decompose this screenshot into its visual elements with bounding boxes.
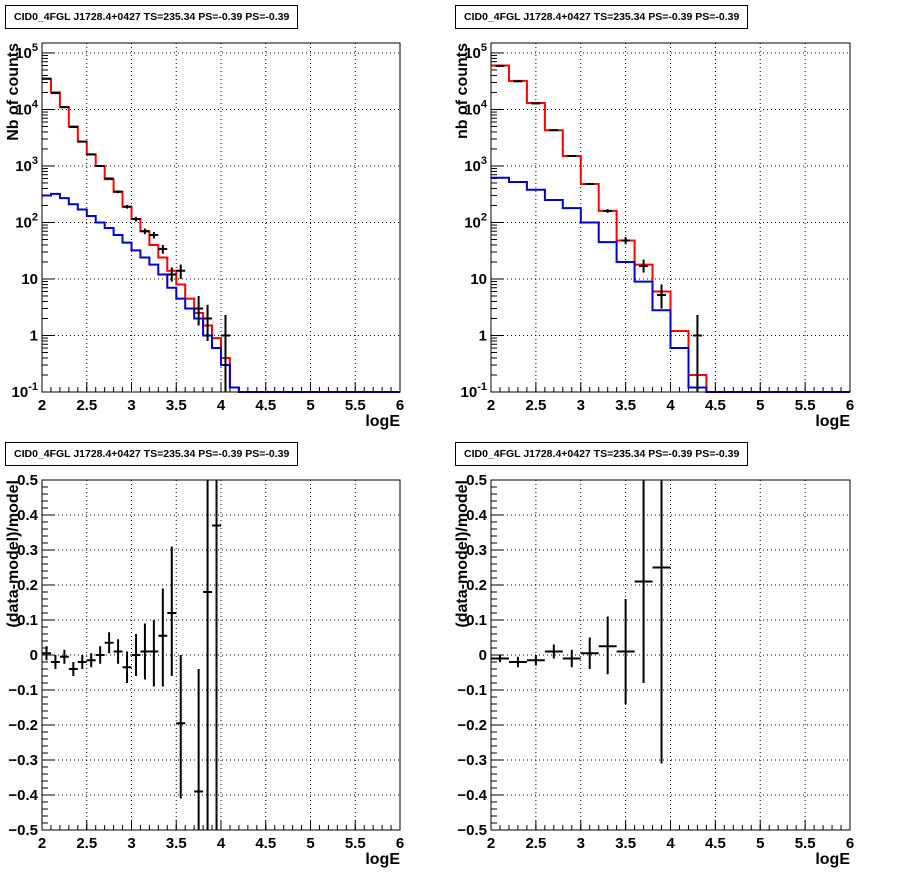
- plot-area: [42, 43, 400, 392]
- y-tick-label: 10-1: [461, 381, 487, 401]
- y-axis-label: (data-model)/model: [454, 480, 471, 628]
- x-tick-label: 4: [217, 835, 226, 852]
- x-tick-label: 2.5: [525, 835, 546, 852]
- y-tick-label: −0.4: [457, 787, 487, 804]
- x-tick-label: 5: [756, 835, 764, 852]
- plot-frame: [41, 42, 401, 393]
- x-tick-label: 3.5: [615, 397, 636, 414]
- panel-bottom-right: 2 2.5 3 3.5 4 4.5 5 5.5 6 −0.5 −0.4 −0.3 −0.2 −0.1 0 0.…: [454, 472, 854, 868]
- panel-top-right: 2 2.5 3 3.5 4 4.5 5 5.5 6 10-1 1 10 102 103 104 105 logE…: [454, 42, 854, 430]
- y-tick-label: 0.2: [466, 577, 487, 594]
- x-tick-label: 2: [38, 835, 46, 852]
- y-tick-label: 0.5: [17, 472, 38, 489]
- x-tick-label: 4.5: [705, 835, 726, 852]
- x-tick-label: 5.5: [795, 835, 816, 852]
- plot-frame: [490, 479, 851, 831]
- x-tick-label: 4.5: [255, 835, 276, 852]
- y-tick-label: 0.5: [466, 472, 487, 489]
- y-tick-label: 104: [464, 98, 488, 118]
- y-tick-label: 102: [464, 211, 487, 231]
- plot-area: [491, 480, 850, 830]
- x-tick-label: 2: [38, 397, 46, 414]
- x-tick-label: 2.5: [76, 397, 97, 414]
- y-tick-label: 0.3: [466, 542, 487, 559]
- y-tick-label: 1: [479, 327, 487, 344]
- y-tick-label: −0.3: [457, 752, 487, 769]
- panel-title-top-left: CID0_4FGL J1728.4+0427 TS=235.34 PS=-0.3…: [5, 5, 299, 29]
- y-tick-label: −0.4: [8, 787, 38, 804]
- y-tick-label: 0.2: [17, 577, 38, 594]
- y-tick-label: −0.1: [8, 682, 38, 699]
- x-tick-label: 3: [577, 835, 585, 852]
- x-tick-label: 4: [217, 397, 226, 414]
- y-axis-label: nb of counts: [454, 43, 471, 139]
- x-tick-label: 2.5: [525, 397, 546, 414]
- y-axis-label: Nb of counts: [5, 43, 22, 141]
- y-tick-label: 103: [464, 155, 487, 175]
- y-tick-label: −0.2: [8, 717, 38, 734]
- x-tick-label: 6: [396, 397, 404, 414]
- x-tick-label: 4.5: [255, 397, 276, 414]
- panel-top-left: 2 2.5 3 3.5 4 4.5 5 5.5 6 10-1 1 10 102 103 104 105 logE…: [5, 42, 404, 430]
- y-tick-label: 0.1: [466, 612, 487, 629]
- panel-title-bottom-left: CID0_4FGL J1728.4+0427 TS=235.34 PS=-0.3…: [5, 442, 299, 466]
- x-tick-label: 6: [846, 835, 854, 852]
- x-tick-label: 2: [487, 835, 495, 852]
- x-tick-label: 5: [306, 397, 314, 414]
- y-tick-label: 1: [30, 327, 38, 344]
- x-tick-label: 5.5: [795, 397, 816, 414]
- x-tick-label: 5.5: [345, 835, 366, 852]
- y-tick-label: 10: [21, 271, 38, 288]
- y-tick-label: 105: [464, 42, 487, 62]
- x-tick-label: 4: [666, 397, 675, 414]
- y-tick-label: 103: [15, 155, 38, 175]
- y-tick-label: −0.3: [8, 752, 38, 769]
- x-axis-label: logE: [815, 413, 850, 430]
- x-tick-label: 3: [577, 397, 585, 414]
- panel-title-top-right: CID0_4FGL J1728.4+0427 TS=235.34 PS=-0.3…: [455, 5, 749, 29]
- x-tick-label: 3: [127, 835, 135, 852]
- x-tick-label: 4: [666, 835, 675, 852]
- y-axis-label: (data-model)/model: [5, 480, 22, 628]
- x-tick-label: 3.5: [166, 397, 187, 414]
- y-tick-label: 0: [479, 647, 487, 664]
- y-tick-label: −0.1: [457, 682, 487, 699]
- x-tick-label: 5.5: [345, 397, 366, 414]
- x-tick-label: 6: [396, 835, 404, 852]
- x-axis-label: logE: [365, 413, 400, 430]
- x-tick-label: 3: [127, 397, 135, 414]
- panel-bottom-left: 2 2.5 3 3.5 4 4.5 5 5.5 6 −0.5 −0.4 −0.3 −0.2 −0.1 0 0.…: [5, 472, 404, 868]
- plot-frame: [41, 479, 401, 831]
- x-tick-label: 5: [306, 835, 314, 852]
- y-tick-label: 0.3: [17, 542, 38, 559]
- x-tick-label: 5: [756, 397, 764, 414]
- x-axis-label: logE: [815, 851, 850, 868]
- y-tick-label: 105: [15, 42, 38, 62]
- x-tick-label: 6: [846, 397, 854, 414]
- y-tick-label: 0: [30, 647, 38, 664]
- x-axis-label: logE: [365, 851, 400, 868]
- x-tick-label: 3.5: [166, 835, 187, 852]
- y-tick-label: 10-1: [12, 381, 38, 401]
- x-tick-label: 3.5: [615, 835, 636, 852]
- y-tick-label: 10: [470, 271, 487, 288]
- y-tick-label: −0.2: [457, 717, 487, 734]
- y-tick-label: 0.1: [17, 612, 38, 629]
- x-tick-label: 2: [487, 397, 495, 414]
- plot-frame: [490, 42, 851, 393]
- y-tick-label: −0.5: [457, 822, 487, 839]
- panel-title-bottom-right: CID0_4FGL J1728.4+0427 TS=235.34 PS=-0.3…: [455, 442, 749, 466]
- y-tick-label: 0.4: [17, 507, 39, 524]
- y-tick-label: 104: [15, 98, 39, 118]
- y-tick-label: 0.4: [466, 507, 488, 524]
- y-tick-label: 102: [15, 211, 38, 231]
- y-tick-label: −0.5: [8, 822, 38, 839]
- x-tick-label: 4.5: [705, 397, 726, 414]
- x-tick-label: 2.5: [76, 835, 97, 852]
